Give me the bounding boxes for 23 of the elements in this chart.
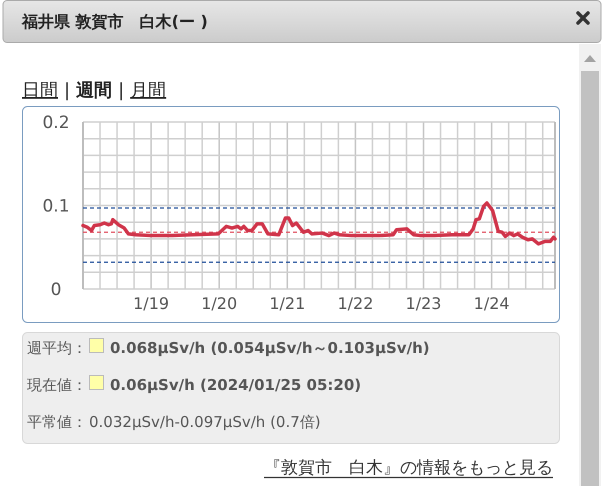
text: | [64, 80, 70, 101]
text: 現在値： [27, 376, 87, 394]
y-tick-label: 0.1 [42, 196, 70, 216]
x-tick-label: 1/23 [406, 294, 442, 313]
line-series [81, 201, 557, 246]
text: 『敦賀市 白木』の情報をもっと見る [264, 458, 553, 478]
x-tick-label: 1/24 [474, 294, 510, 313]
x-tick-label: 1/20 [201, 294, 238, 313]
text: 0.068μSv/h (0.054μSv/h～0.103μSv/h) [110, 339, 430, 357]
text: 週間 [75, 80, 112, 101]
text: 0.06μSv/h (2024/01/25 05:20) [110, 376, 362, 394]
chart-title: 福井県 敦賀市 白木(ー ) [21, 12, 208, 31]
text: 平常値： [27, 413, 87, 431]
text: | [118, 80, 124, 101]
x-tick-label: 1/21 [269, 294, 306, 313]
text: 月間 [130, 80, 166, 101]
x-tick-label: 1/19 [133, 294, 170, 313]
y-tick-label: 0.2 [42, 113, 70, 133]
text: 週平均： [27, 339, 87, 357]
y-tick-label: 0 [50, 280, 62, 300]
text: 日間 [22, 80, 58, 101]
x-tick-label: 1/22 [337, 294, 374, 313]
text: 0.032μSv/h-0.097μSv/h (0.7倍) [89, 413, 321, 431]
